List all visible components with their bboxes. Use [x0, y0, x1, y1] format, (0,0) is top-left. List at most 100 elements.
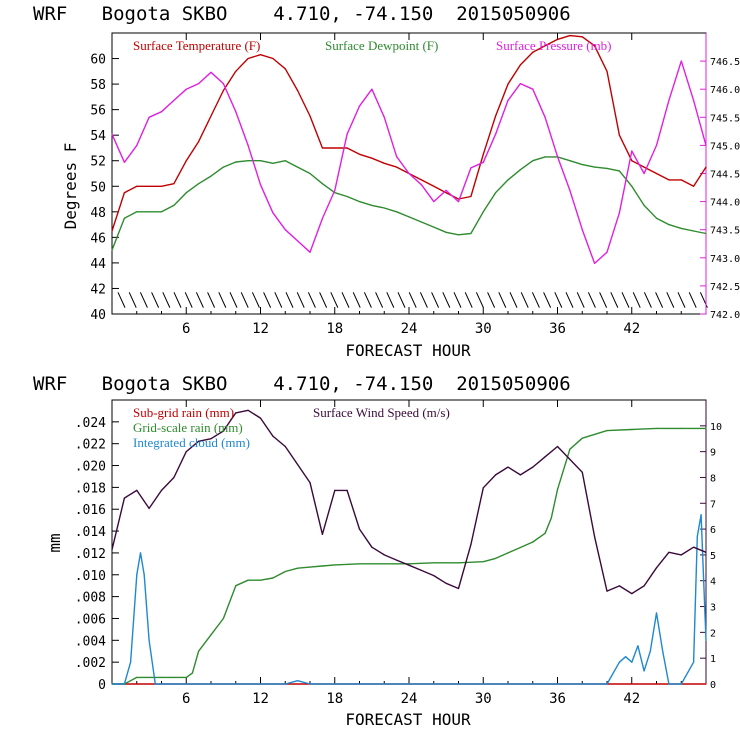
- y-tick-label: .010: [75, 569, 106, 584]
- data-point-surface-dewpoint-f: [495, 192, 497, 194]
- hatch-mark: [621, 292, 630, 308]
- hatch-mark: [162, 292, 171, 308]
- hatch-mark: [442, 292, 451, 308]
- rain-cloud-wind-panel: WRF Bogota SKBO 4.710, -74.150 201505090…: [33, 373, 722, 729]
- data-point-surface-temperature-f: [396, 166, 398, 168]
- y-tick-label: .008: [75, 591, 106, 606]
- data-point-surface-wind-speed-m-s: [309, 482, 311, 484]
- data-point-surface-temperature-f: [272, 57, 274, 60]
- data-point-surface-dewpoint-f: [482, 211, 484, 213]
- data-point-integrated-cloud-mm: [625, 656, 627, 658]
- data-point-surface-wind-speed-m-s: [668, 551, 670, 553]
- data-point-surface-dewpoint-f: [581, 164, 583, 166]
- legend-sub-grid-rain: Sub-grid rain (mm): [133, 405, 234, 420]
- data-point-integrated-cloud-mm: [618, 661, 621, 663]
- data-point-surface-dewpoint-f: [321, 183, 323, 185]
- data-point-integrated-cloud-mm: [696, 535, 698, 538]
- hatch-mark: [195, 292, 204, 308]
- data-point-surface-temperature-f: [334, 147, 336, 149]
- data-point-surface-pressure-mb: [631, 150, 633, 152]
- data-point-grid-scale-rain-mm: [235, 585, 237, 587]
- data-point-surface-wind-speed-m-s: [334, 489, 336, 491]
- data-point-surface-pressure-mb: [507, 99, 509, 101]
- data-point-surface-pressure-mb: [618, 212, 621, 214]
- data-point-surface-pressure-mb: [383, 116, 385, 118]
- y2-tick-label: 742.0: [710, 310, 740, 321]
- x-tick-label: 24: [401, 321, 418, 337]
- data-point-grid-scale-rain-mm: [210, 634, 212, 636]
- hatch-mark: [151, 292, 160, 308]
- data-point-grid-scale-rain-mm: [148, 676, 150, 679]
- hatch-mark: [117, 292, 126, 308]
- x-tick-label: 6: [182, 321, 190, 337]
- y-tick-label: .024: [75, 416, 106, 431]
- data-point-surface-wind-speed-m-s: [173, 476, 175, 479]
- data-point-surface-temperature-f: [655, 172, 658, 175]
- data-point-surface-wind-speed-m-s: [371, 546, 373, 548]
- data-point-surface-pressure-mb: [470, 167, 472, 169]
- y-tick-label: .018: [75, 481, 106, 496]
- data-point-surface-wind-speed-m-s: [507, 466, 509, 468]
- data-point-surface-pressure-mb: [321, 217, 323, 220]
- data-point-grid-scale-rain-mm: [136, 676, 138, 679]
- data-point-surface-pressure-mb: [111, 133, 113, 135]
- data-point-surface-wind-speed-m-s: [111, 549, 113, 551]
- data-point-surface-pressure-mb: [371, 88, 373, 90]
- data-point-surface-dewpoint-f: [346, 195, 348, 198]
- legend-grid-scale-rain: Grid-scale rain (mm): [133, 420, 243, 435]
- hatch-mark: [487, 292, 496, 308]
- data-point-surface-temperature-f: [160, 185, 163, 187]
- data-point-integrated-cloud-mm: [655, 612, 658, 614]
- data-point-surface-temperature-f: [210, 115, 212, 117]
- data-point-grid-scale-rain-mm: [507, 552, 509, 554]
- data-point-grid-scale-rain-mm: [383, 563, 385, 565]
- data-point-grid-scale-rain-mm: [173, 676, 175, 679]
- x-tick-label: 30: [475, 321, 492, 337]
- data-point-grid-scale-rain-mm: [191, 672, 193, 674]
- data-point-surface-pressure-mb: [247, 144, 249, 146]
- hatch-mark: [655, 292, 664, 308]
- y2-tick-label: 4: [710, 577, 716, 588]
- data-point-surface-pressure-mb: [235, 111, 237, 113]
- data-point-grid-scale-rain-mm: [569, 448, 571, 450]
- data-point-integrated-cloud-mm: [148, 639, 150, 641]
- hatch-mark: [554, 292, 563, 308]
- data-point-grid-scale-rain-mm: [519, 546, 522, 549]
- hatch-mark: [397, 292, 406, 308]
- data-point-surface-temperature-f: [123, 192, 125, 194]
- x-tick-label: 42: [623, 691, 640, 707]
- y-axis-ticks: 40 42 44 46 48 50 52 54 56 58 60: [90, 53, 119, 323]
- y-axis-label: mm: [45, 533, 64, 552]
- data-point-surface-dewpoint-f: [643, 204, 645, 206]
- data-point-surface-dewpoint-f: [247, 160, 249, 162]
- y2-tick-label: 9: [710, 448, 716, 459]
- hatch-mark: [285, 292, 294, 308]
- data-point-grid-scale-rain-mm: [556, 489, 559, 491]
- data-point-surface-temperature-f: [111, 230, 113, 232]
- hatch-mark: [498, 292, 507, 308]
- data-point-surface-wind-speed-m-s: [420, 569, 422, 572]
- data-point-grid-scale-rain-mm: [457, 562, 460, 564]
- hatch-mark: [610, 292, 619, 308]
- data-point-surface-dewpoint-f: [544, 156, 546, 158]
- data-point-surface-pressure-mb: [482, 161, 484, 163]
- y-tick-label: .004: [75, 634, 106, 649]
- data-point-grid-scale-rain-mm: [185, 676, 187, 679]
- data-point-surface-pressure-mb: [457, 201, 460, 203]
- data-point-surface-temperature-f: [222, 89, 224, 92]
- data-point-integrated-cloud-mm: [173, 683, 175, 685]
- data-point-surface-pressure-mb: [358, 105, 361, 107]
- y-tick-label: 60: [90, 53, 106, 68]
- data-point-surface-wind-speed-m-s: [383, 554, 385, 556]
- data-point-surface-dewpoint-f: [433, 226, 435, 228]
- data-point-surface-pressure-mb: [569, 189, 571, 191]
- data-point-surface-temperature-f: [371, 157, 373, 159]
- data-point-surface-wind-speed-m-s: [631, 593, 633, 595]
- series-line-integrated-cloud-mm: [112, 514, 707, 685]
- hatch-mark: [475, 292, 484, 308]
- data-point-surface-pressure-mb: [581, 229, 583, 231]
- data-point-integrated-cloud-mm: [358, 683, 361, 685]
- data-point-surface-temperature-f: [198, 141, 200, 143]
- y-tick-label: .006: [75, 612, 106, 627]
- y2-tick-label: 3: [710, 603, 716, 614]
